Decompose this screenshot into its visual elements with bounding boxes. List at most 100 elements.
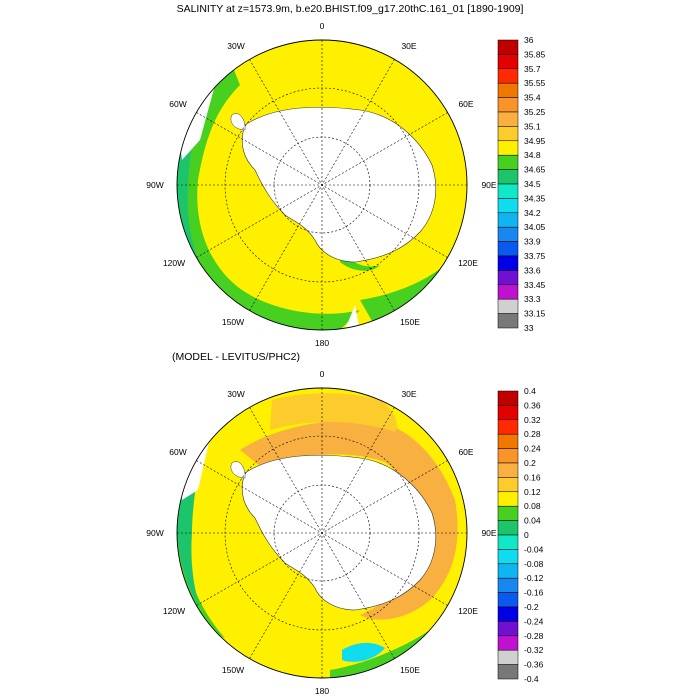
colorbar-label: 0.4 xyxy=(524,386,536,396)
colorbar-label: 34.35 xyxy=(524,193,546,203)
colorbar-label: -0.32 xyxy=(524,645,544,655)
antarctic-peninsula xyxy=(230,113,246,131)
colorbar-label: 0.12 xyxy=(524,487,541,497)
colorbar-swatch xyxy=(497,212,519,228)
lon-label: 120W xyxy=(163,606,185,616)
colorbar-swatch xyxy=(497,592,519,608)
lon-label: 30W xyxy=(227,389,244,399)
colorbar-label: 35.1 xyxy=(524,121,541,131)
colorbar-label: 33.3 xyxy=(524,294,541,304)
colorbar-swatch xyxy=(497,534,519,550)
colorbar-label: 36 xyxy=(524,35,534,45)
colorbar-swatch xyxy=(497,39,519,55)
lon-label: 150E xyxy=(400,317,420,327)
nodata-wedge xyxy=(177,85,215,160)
colorbar-swatch xyxy=(497,505,519,521)
colorbar-label: 33.6 xyxy=(524,265,541,275)
colorbar-swatch xyxy=(497,448,519,464)
lon-label: 120W xyxy=(163,258,185,268)
graticule-bottom xyxy=(177,388,467,678)
lon-label: 90E xyxy=(481,528,496,538)
colorbar-swatch xyxy=(497,313,519,329)
colorbar-label: -0.08 xyxy=(524,559,544,569)
colorbar-swatch xyxy=(497,140,519,156)
colorbar-swatch xyxy=(497,183,519,199)
colorbar-swatch xyxy=(497,405,519,421)
colorbar-swatch xyxy=(497,255,519,271)
longitude-labels-top: 0 30E 60E 90E 120E 150E 180 150W 120W 90… xyxy=(146,21,497,348)
lon-label: 30E xyxy=(401,41,416,51)
colorbar-label: 34.5 xyxy=(524,179,541,189)
colorbar-swatch xyxy=(497,169,519,185)
colorbar-swatch xyxy=(497,97,519,113)
antarctica-landmass xyxy=(241,106,437,263)
positive-anomaly-band xyxy=(240,419,458,620)
colorbar-label: 0.28 xyxy=(524,429,541,439)
colorbar-swatch xyxy=(497,577,519,593)
colorbar-swatch xyxy=(497,563,519,579)
colorbar-label: 0.36 xyxy=(524,400,541,410)
colorbar-swatch xyxy=(497,477,519,493)
colorbar-label: 34.2 xyxy=(524,208,541,218)
colorbar-label: -0.04 xyxy=(524,544,544,554)
colorbar-label: 0.2 xyxy=(524,458,536,468)
nodata-wedge xyxy=(178,438,210,500)
colorbar-swatch xyxy=(497,111,519,127)
colorbar-label: 0.16 xyxy=(524,472,541,482)
panel-difference: (MODEL - LEVITUS/PHC2) xyxy=(146,351,543,696)
colorbar-label: 0.08 xyxy=(524,501,541,511)
colorbar-label: 33.15 xyxy=(524,309,546,319)
lon-label: 90W xyxy=(146,528,163,538)
lon-label: 90W xyxy=(146,180,163,190)
colorbar-label: -0.28 xyxy=(524,631,544,641)
nodata-patch xyxy=(342,305,360,330)
graticule-top xyxy=(177,40,467,330)
colorbar-label: -0.12 xyxy=(524,573,544,583)
lon-label: 120E xyxy=(458,606,478,616)
panel-salinity: SALINITY at z=1573.9m, b.e20.BHIST.f09_g… xyxy=(146,3,545,348)
colorbar-label: 0.24 xyxy=(524,444,541,454)
colorbar-swatch xyxy=(497,635,519,651)
colorbar-label: -0.4 xyxy=(524,674,539,684)
colorbar-swatch xyxy=(497,54,519,70)
lon-label: 120E xyxy=(458,258,478,268)
lon-label: 150E xyxy=(400,665,420,675)
colorbar-label: 34.65 xyxy=(524,165,546,175)
colorbar-swatch xyxy=(497,270,519,286)
lon-label: 60E xyxy=(458,99,473,109)
lon-label: 150W xyxy=(222,665,244,675)
colorbar-salinity: 36 35.85 35.7 35.55 35.4 35.25 35.1 34.95 34.8 34… xyxy=(497,35,546,333)
colorbar-swatch xyxy=(497,68,519,84)
green-rim-west xyxy=(177,440,225,638)
colorbar-swatch xyxy=(497,390,519,406)
panel-title-salinity: SALINITY at z=1573.9m, b.e20.BHIST.f09_g… xyxy=(177,3,524,15)
colorbar-label: -0.2 xyxy=(524,602,539,612)
lon-label: 0 xyxy=(320,21,325,31)
colorbar-swatch xyxy=(497,520,519,536)
lon-label: 90E xyxy=(481,180,496,190)
colorbar-label: 35.85 xyxy=(524,49,546,59)
colorbar-label: -0.16 xyxy=(524,588,544,598)
colorbar-label: 35.4 xyxy=(524,93,541,103)
lon-label: 60W xyxy=(169,99,186,109)
colorbar-label: 33.9 xyxy=(524,237,541,247)
colorbar-label: 0.04 xyxy=(524,516,541,526)
lon-label: 180 xyxy=(315,338,329,348)
colorbar-swatch xyxy=(497,154,519,170)
colorbar-label: 34.8 xyxy=(524,150,541,160)
colorbar-swatch xyxy=(497,491,519,507)
colorbar-swatch xyxy=(497,549,519,565)
anomaly-patch-north xyxy=(270,393,397,432)
colorbar-label: 33.45 xyxy=(524,280,546,290)
colorbar-swatch xyxy=(497,462,519,478)
colorbar-label: 0 xyxy=(524,530,529,540)
colorbar-label: 35.7 xyxy=(524,64,541,74)
negative-anomaly-patch xyxy=(342,642,385,662)
colorbar-swatch xyxy=(497,284,519,300)
colorbar-label: -0.36 xyxy=(524,660,544,670)
colorbar-label: 35.25 xyxy=(524,107,546,117)
colorbar-label: 35.55 xyxy=(524,78,546,88)
colorbar-swatch xyxy=(497,298,519,314)
colorbar-swatch xyxy=(497,433,519,449)
lon-label: 180 xyxy=(315,686,329,696)
